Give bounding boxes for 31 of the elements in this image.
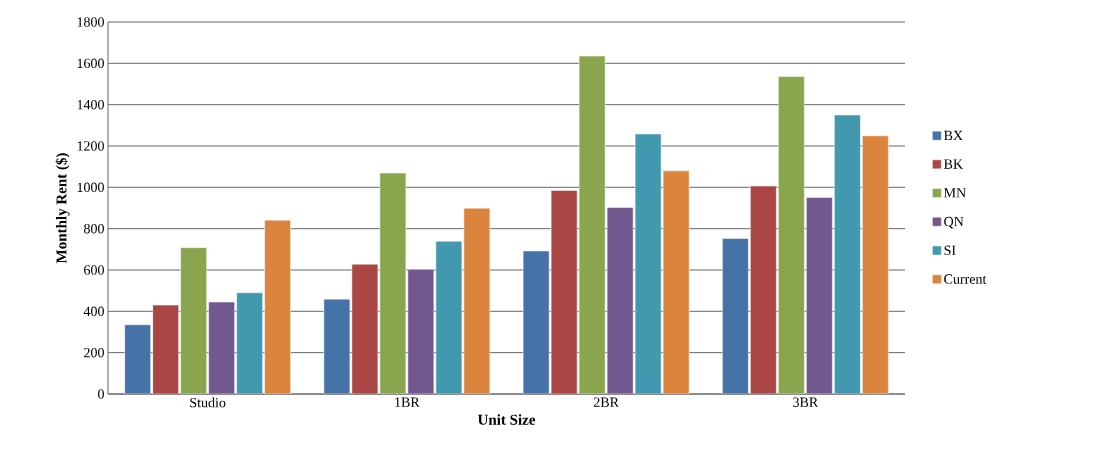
x-tick-label: 1BR — [395, 397, 420, 407]
x-axis-title: Unit Size — [477, 414, 536, 425]
y-tick-label: 1400 — [77, 99, 104, 110]
legend-label: SI — [944, 245, 956, 256]
legend-label: BX — [944, 130, 963, 141]
y-tick-label: 800 — [84, 223, 104, 234]
legend-label: MN — [944, 188, 966, 198]
bar — [351, 263, 379, 394]
bar — [323, 298, 351, 394]
legend-label: Current — [944, 274, 987, 284]
y-tick-label: 600 — [84, 265, 104, 275]
y-tick-label: 1200 — [77, 141, 104, 151]
legend-label: QN — [944, 216, 964, 229]
y-axis-title: Monthly Rent ($) — [55, 153, 70, 264]
y-tick-label: 1000 — [77, 182, 104, 193]
bar — [522, 250, 550, 394]
x-tick-label: 3BR — [793, 397, 819, 407]
x-tick-label: Studio — [190, 397, 226, 408]
y-tick-label: 200 — [84, 347, 104, 358]
y-tick-label: 1800 — [77, 17, 104, 27]
y-tick-label: 1600 — [77, 58, 104, 69]
y-tick-label: 0 — [98, 389, 104, 399]
bar — [152, 304, 179, 394]
y-tick-label: 400 — [83, 306, 104, 317]
bar — [778, 76, 805, 394]
x-tick-label: 2BR — [593, 397, 619, 407]
bar — [124, 324, 151, 394]
bar — [550, 190, 578, 394]
bar — [722, 238, 749, 394]
legend-label: BK — [944, 159, 963, 169]
bar — [750, 185, 777, 394]
